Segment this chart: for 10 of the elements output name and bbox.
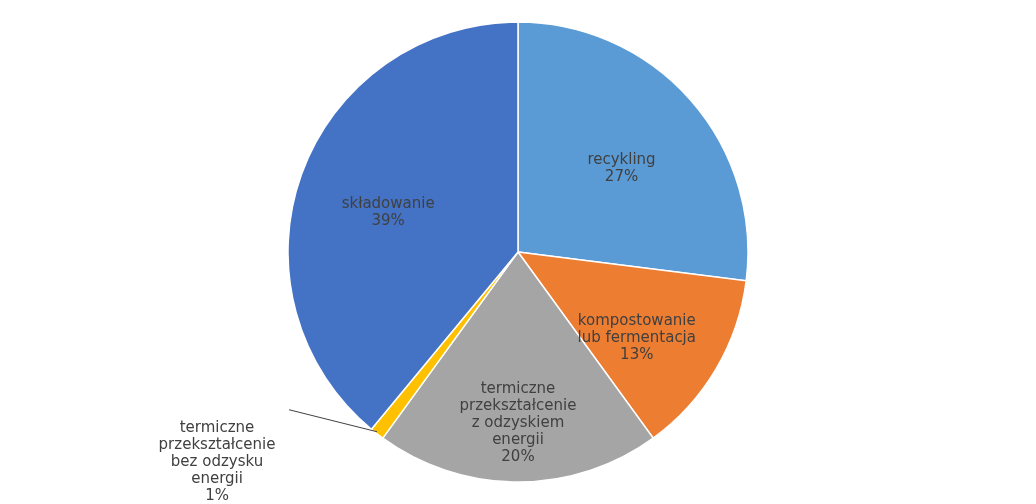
data-label: 27% — [604, 166, 639, 185]
data-label: 1% — [205, 485, 229, 504]
slice-label: recykling — [587, 149, 656, 168]
slice-label: kompostowanie lub fermentacja — [577, 311, 696, 347]
slice-label: termiczne przekształcenie z odzyskiem energii — [459, 379, 577, 448]
data-label: 13% — [620, 345, 654, 364]
slice-label: składowanie — [341, 194, 435, 213]
data-label: 20% — [501, 447, 535, 465]
data-label: 39% — [371, 211, 405, 230]
slice-label: termiczne przekształcenie bez odzysku energii — [158, 417, 276, 487]
